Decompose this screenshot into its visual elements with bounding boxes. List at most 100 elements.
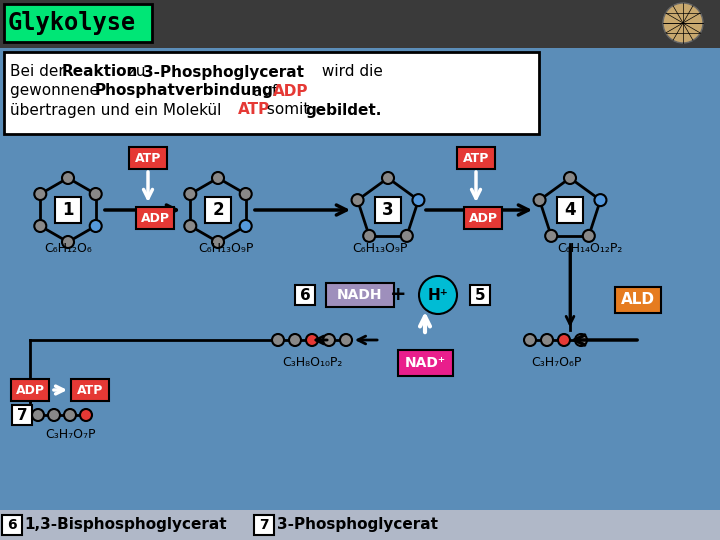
Circle shape (545, 230, 557, 242)
Text: 3-Phosphoglycerat: 3-Phosphoglycerat (143, 64, 304, 79)
Text: gebildet.: gebildet. (305, 103, 382, 118)
Circle shape (524, 334, 536, 346)
FancyBboxPatch shape (0, 0, 720, 48)
Circle shape (212, 236, 224, 248)
FancyBboxPatch shape (457, 147, 495, 169)
Circle shape (32, 409, 44, 421)
Circle shape (62, 172, 74, 184)
Circle shape (534, 194, 546, 206)
Circle shape (35, 220, 46, 232)
Text: +: + (390, 286, 406, 305)
Text: Phosphatverbindung: Phosphatverbindung (95, 84, 274, 98)
Text: ADP: ADP (16, 383, 45, 396)
FancyBboxPatch shape (4, 4, 152, 42)
Text: 7: 7 (259, 518, 269, 532)
Text: zu: zu (123, 64, 150, 79)
Circle shape (80, 409, 92, 421)
Text: ATP: ATP (463, 152, 489, 165)
FancyBboxPatch shape (12, 405, 32, 425)
FancyBboxPatch shape (0, 510, 720, 540)
Text: 6: 6 (7, 518, 17, 532)
FancyBboxPatch shape (55, 197, 81, 223)
FancyBboxPatch shape (464, 207, 502, 229)
Circle shape (184, 220, 197, 232)
FancyBboxPatch shape (2, 515, 22, 535)
Circle shape (575, 334, 587, 346)
Circle shape (351, 194, 364, 206)
Text: wird die: wird die (317, 64, 383, 79)
FancyBboxPatch shape (136, 207, 174, 229)
Text: 3: 3 (382, 201, 394, 219)
Circle shape (363, 230, 375, 242)
FancyBboxPatch shape (0, 48, 720, 540)
Text: C₆H₁₃O₉P: C₆H₁₃O₉P (198, 241, 253, 254)
Text: ALD: ALD (621, 293, 655, 307)
FancyBboxPatch shape (11, 379, 49, 401)
Circle shape (64, 409, 76, 421)
Text: ADP: ADP (140, 212, 169, 225)
FancyBboxPatch shape (254, 515, 274, 535)
Circle shape (62, 236, 74, 248)
FancyBboxPatch shape (295, 285, 315, 305)
Text: C₆H₁₃O₉P: C₆H₁₃O₉P (352, 241, 408, 254)
FancyBboxPatch shape (397, 350, 452, 376)
Text: Bei der: Bei der (10, 64, 70, 79)
Circle shape (413, 194, 424, 206)
Text: 1,3-Bisphosphoglycerat: 1,3-Bisphosphoglycerat (24, 517, 227, 532)
Text: Reaktion: Reaktion (62, 64, 138, 79)
Text: ADP: ADP (469, 212, 498, 225)
Text: 3-Phosphoglycerat: 3-Phosphoglycerat (277, 517, 438, 532)
Circle shape (212, 172, 224, 184)
Text: ATP: ATP (77, 383, 103, 396)
FancyBboxPatch shape (205, 197, 231, 223)
Text: C₆H₁₄O₁₂P₂: C₆H₁₄O₁₂P₂ (557, 241, 623, 254)
Text: NAD⁺: NAD⁺ (405, 356, 446, 370)
Text: C₆H₁₂O₆: C₆H₁₂O₆ (44, 241, 92, 254)
Text: ATP: ATP (135, 152, 161, 165)
Circle shape (35, 188, 46, 200)
FancyBboxPatch shape (615, 287, 661, 313)
Text: 2: 2 (212, 201, 224, 219)
Circle shape (289, 334, 301, 346)
Text: 4: 4 (564, 201, 576, 219)
Text: C₃H₈O₁₀P₂: C₃H₈O₁₀P₂ (282, 355, 342, 368)
Text: somit: somit (262, 103, 314, 118)
Circle shape (90, 220, 102, 232)
FancyBboxPatch shape (4, 52, 539, 134)
Text: ADP: ADP (273, 84, 308, 98)
Circle shape (419, 276, 457, 314)
Circle shape (663, 3, 703, 43)
Text: Glykolyse: Glykolyse (8, 11, 136, 35)
Circle shape (558, 334, 570, 346)
FancyBboxPatch shape (375, 197, 401, 223)
Circle shape (323, 334, 335, 346)
Text: auf: auf (248, 84, 282, 98)
Circle shape (340, 334, 352, 346)
Circle shape (184, 188, 197, 200)
Circle shape (240, 220, 252, 232)
Circle shape (401, 230, 413, 242)
Circle shape (48, 409, 60, 421)
Circle shape (272, 334, 284, 346)
Circle shape (582, 230, 595, 242)
FancyBboxPatch shape (326, 283, 394, 307)
Circle shape (306, 334, 318, 346)
FancyBboxPatch shape (71, 379, 109, 401)
Text: 5: 5 (474, 287, 485, 302)
Text: übertragen und ein Molekül: übertragen und ein Molekül (10, 103, 226, 118)
Text: NADH: NADH (337, 288, 383, 302)
Circle shape (595, 194, 606, 206)
Text: 7: 7 (17, 408, 27, 422)
Text: 1: 1 (62, 201, 73, 219)
Circle shape (564, 172, 576, 184)
Circle shape (90, 188, 102, 200)
FancyBboxPatch shape (129, 147, 167, 169)
FancyBboxPatch shape (557, 197, 583, 223)
FancyBboxPatch shape (470, 285, 490, 305)
Circle shape (541, 334, 553, 346)
Text: H⁺: H⁺ (428, 287, 449, 302)
Circle shape (382, 172, 394, 184)
FancyBboxPatch shape (0, 510, 720, 540)
Text: C₃H₇O₇P: C₃H₇O₇P (45, 429, 95, 442)
Text: gewonnene: gewonnene (10, 84, 104, 98)
